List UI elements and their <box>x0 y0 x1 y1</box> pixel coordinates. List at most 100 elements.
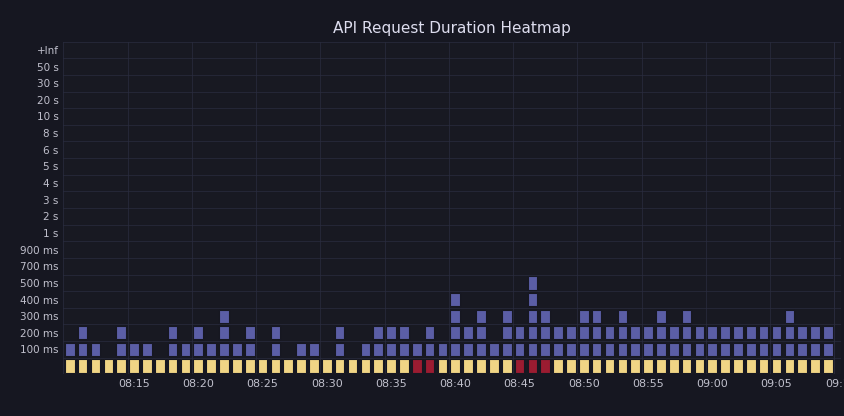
Bar <box>463 343 473 356</box>
Bar <box>501 326 511 339</box>
Bar <box>181 343 190 356</box>
Bar <box>322 359 331 373</box>
Bar <box>78 343 88 356</box>
Bar <box>822 343 831 356</box>
Bar <box>783 326 793 339</box>
Bar <box>232 359 241 373</box>
Bar <box>386 359 395 373</box>
Bar <box>822 359 831 373</box>
Bar <box>706 359 717 373</box>
Bar <box>771 326 781 339</box>
Bar <box>425 343 434 356</box>
Bar <box>245 343 254 356</box>
Bar <box>193 359 203 373</box>
Bar <box>809 326 819 339</box>
Bar <box>655 343 665 356</box>
Bar <box>425 326 434 339</box>
Bar <box>745 343 755 356</box>
Bar <box>398 343 408 356</box>
Bar <box>591 359 601 373</box>
Bar <box>476 310 485 323</box>
Bar <box>309 359 318 373</box>
Bar <box>154 359 165 373</box>
Bar <box>630 326 639 339</box>
Bar <box>591 310 601 323</box>
Bar <box>411 343 421 356</box>
Bar <box>655 326 665 339</box>
Bar <box>181 359 190 373</box>
Bar <box>527 359 537 373</box>
Bar <box>733 326 742 339</box>
Bar <box>604 343 614 356</box>
Bar <box>553 343 562 356</box>
Bar <box>450 310 460 323</box>
Bar <box>681 343 690 356</box>
Bar <box>450 293 460 306</box>
Bar <box>809 359 819 373</box>
Bar <box>334 326 344 339</box>
Bar <box>193 326 203 339</box>
Bar <box>733 359 742 373</box>
Bar <box>219 359 229 373</box>
Bar <box>104 359 113 373</box>
Bar <box>527 343 537 356</box>
Bar <box>360 343 370 356</box>
Bar <box>668 359 678 373</box>
Bar <box>206 359 216 373</box>
Bar <box>565 326 575 339</box>
Bar <box>232 343 241 356</box>
Bar <box>245 326 254 339</box>
Bar <box>219 326 229 339</box>
Bar <box>360 359 370 373</box>
Bar <box>501 343 511 356</box>
Bar <box>604 326 614 339</box>
Bar <box>540 310 549 323</box>
Bar <box>771 343 781 356</box>
Bar <box>809 343 819 356</box>
Bar <box>501 310 511 323</box>
Bar <box>476 359 485 373</box>
Bar <box>309 343 318 356</box>
Bar <box>411 359 421 373</box>
Bar <box>617 359 626 373</box>
Bar <box>65 359 74 373</box>
Bar <box>591 343 601 356</box>
Bar <box>668 343 678 356</box>
Bar <box>514 343 524 356</box>
Bar <box>283 359 293 373</box>
Bar <box>334 359 344 373</box>
Bar <box>578 359 588 373</box>
Bar <box>578 310 588 323</box>
Bar <box>373 343 382 356</box>
Bar <box>578 326 588 339</box>
Bar <box>90 343 100 356</box>
Bar <box>822 326 831 339</box>
Bar <box>116 326 126 339</box>
Bar <box>78 359 88 373</box>
Bar <box>296 343 306 356</box>
Bar <box>642 343 652 356</box>
Bar <box>193 343 203 356</box>
Bar <box>245 359 254 373</box>
Bar <box>758 326 767 339</box>
Bar <box>489 343 498 356</box>
Bar <box>617 310 626 323</box>
Title: API Request Duration Heatmap: API Request Duration Heatmap <box>333 21 571 36</box>
Bar <box>425 359 434 373</box>
Bar <box>527 276 537 290</box>
Bar <box>758 343 767 356</box>
Bar <box>553 326 562 339</box>
Bar <box>783 343 793 356</box>
Bar <box>783 359 793 373</box>
Bar <box>719 359 729 373</box>
Bar <box>398 326 408 339</box>
Bar <box>745 359 755 373</box>
Bar <box>694 343 703 356</box>
Bar <box>719 326 729 339</box>
Bar <box>681 359 690 373</box>
Bar <box>783 310 793 323</box>
Bar <box>386 343 395 356</box>
Bar <box>398 359 408 373</box>
Bar <box>630 359 639 373</box>
Bar <box>463 359 473 373</box>
